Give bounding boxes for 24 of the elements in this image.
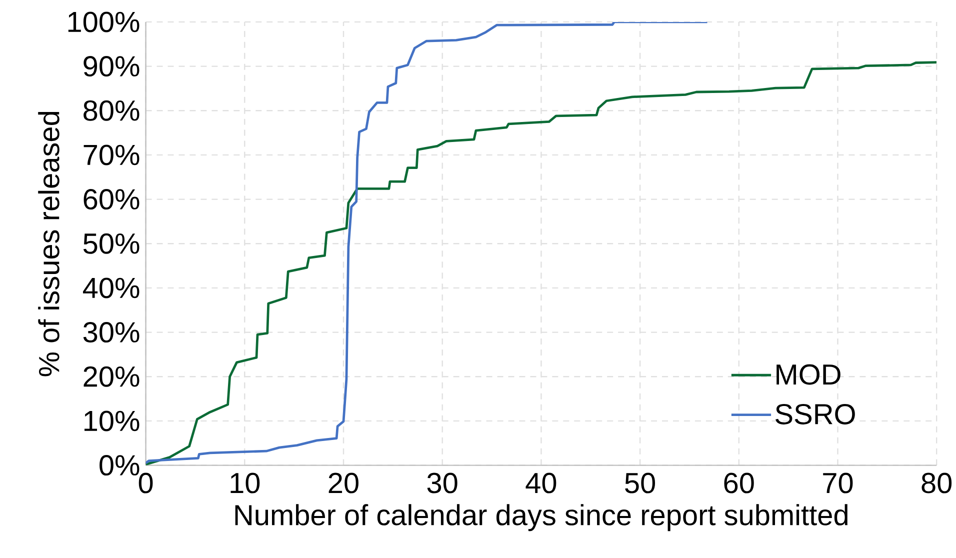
x-tick-label: 50	[625, 472, 656, 494]
x-axis-title: Number of calendar days since report submitted	[235, 504, 848, 532]
y-tick-label: 90%	[84, 56, 140, 76]
y-tick-label: 60%	[84, 188, 140, 210]
x-tick-label: 0	[138, 472, 153, 494]
y-tick-label: 100%	[68, 12, 140, 32]
x-tick-label: 40	[526, 472, 556, 494]
y-tick-label: 70%	[84, 144, 140, 166]
x-tick-label: 10	[230, 472, 260, 494]
x-tick-label: 20	[328, 472, 358, 494]
x-tick-label: 80	[922, 472, 952, 494]
y-axis-title: % of issues released	[38, 112, 60, 376]
y-tick-label: 40%	[82, 278, 140, 298]
legend-label: SSRO	[776, 404, 855, 424]
x-tick-label: 70	[823, 472, 853, 494]
y-tick-label: 0%	[100, 454, 140, 476]
x-tick-label: 30	[427, 472, 458, 494]
y-tick-label: 80%	[84, 100, 140, 121]
y-tick-label: 20%	[84, 366, 140, 387]
y-tick-label: 30%	[83, 322, 140, 342]
x-tick-label: 60	[724, 472, 754, 494]
y-tick-label: 50%	[83, 233, 140, 254]
y-tick-label: 10%	[84, 410, 140, 432]
legend-label: MOD	[776, 364, 840, 385]
